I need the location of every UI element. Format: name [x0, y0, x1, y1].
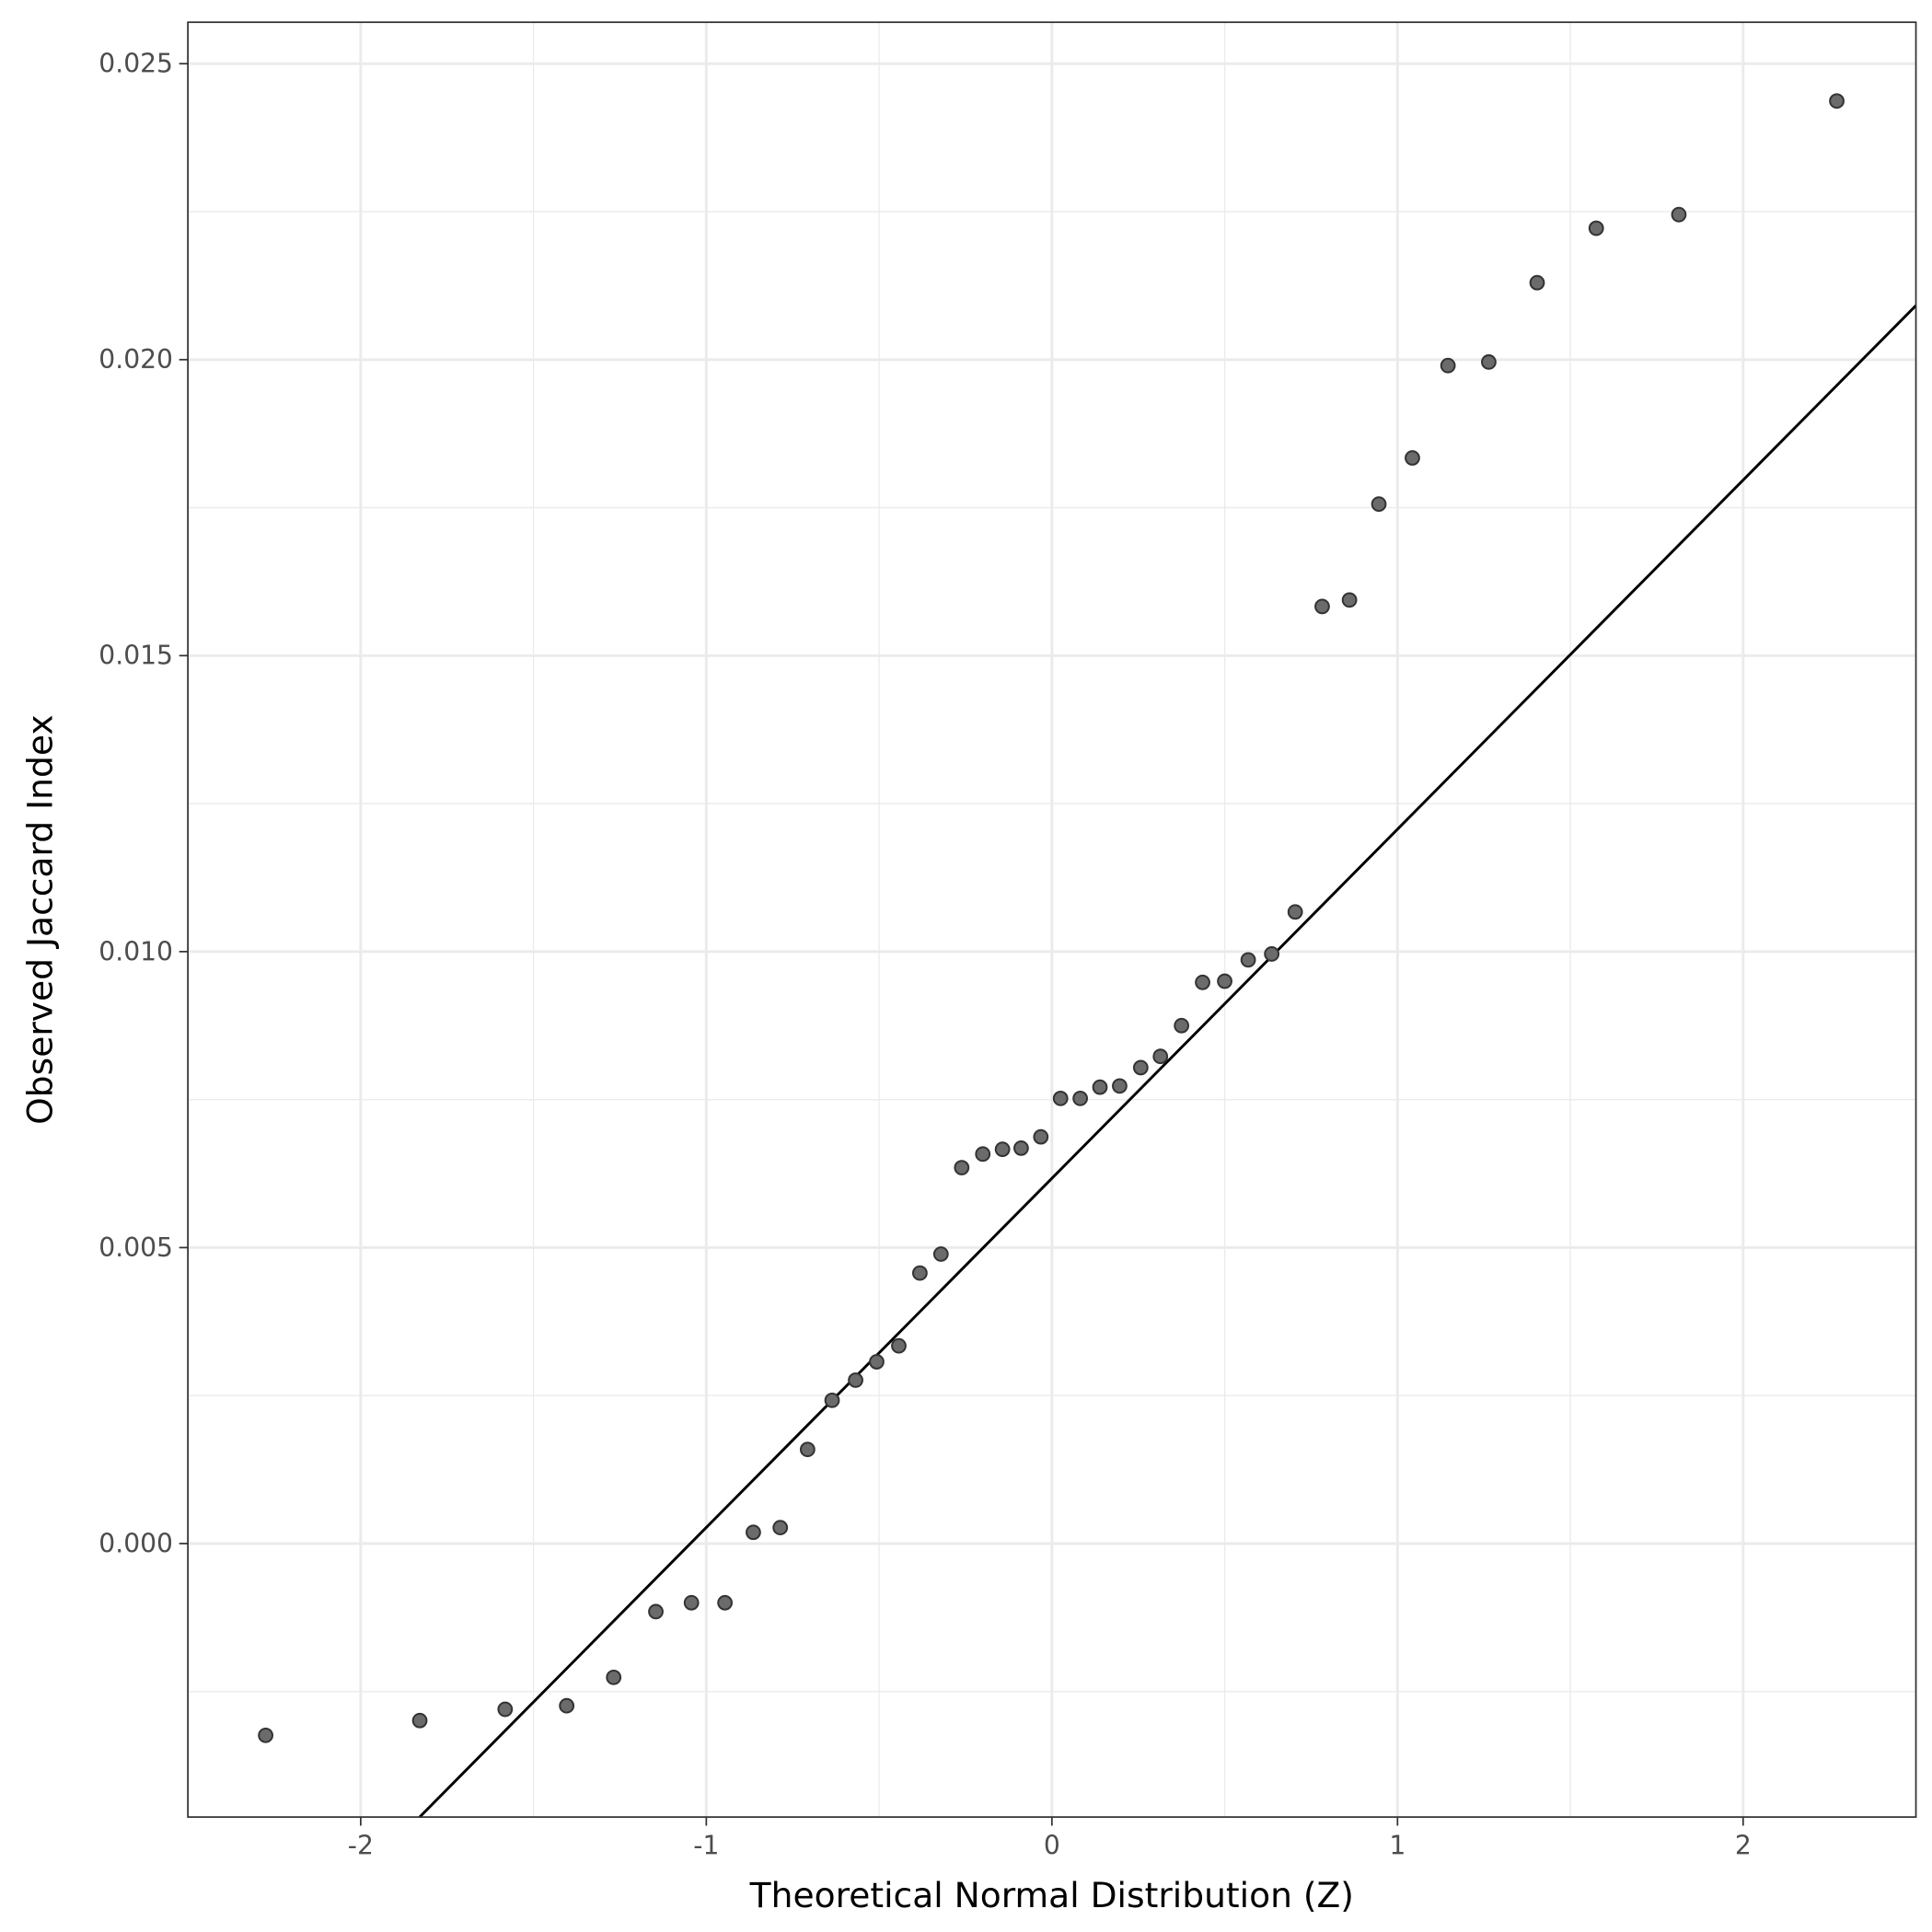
data-point	[824, 1392, 840, 1408]
y-tick-label: 0.005	[98, 1232, 173, 1263]
data-point	[994, 1141, 1011, 1158]
data-point	[746, 1524, 761, 1541]
data-point	[1092, 1079, 1108, 1095]
data-point	[1152, 1048, 1169, 1065]
data-point	[559, 1697, 575, 1714]
data-point	[1671, 206, 1687, 223]
x-tick-label: -2	[348, 1830, 374, 1860]
data-point	[1529, 274, 1545, 291]
data-point	[799, 1441, 816, 1458]
data-point	[912, 1265, 928, 1281]
x-tick-label: -1	[693, 1830, 719, 1860]
data-point	[1033, 1128, 1049, 1145]
data-point	[1072, 1090, 1089, 1106]
y-tick-label: 0.000	[98, 1528, 173, 1558]
reference-line-group	[418, 304, 1917, 1819]
data-point	[772, 1520, 789, 1536]
data-point	[1052, 1090, 1069, 1106]
y-axis: 0.000 0.005 0.010 0.015 0.020 0.025	[98, 49, 189, 1558]
data-point	[258, 1727, 274, 1743]
data-point	[1264, 946, 1280, 962]
data-point	[869, 1354, 885, 1370]
data-point	[1371, 496, 1387, 513]
data-point	[1174, 1017, 1190, 1034]
y-tick-label: 0.020	[98, 344, 173, 375]
data-point	[954, 1160, 970, 1176]
reference-line	[418, 304, 1917, 1819]
data-point	[1588, 220, 1604, 237]
data-point	[1240, 952, 1256, 968]
data-point	[683, 1594, 700, 1611]
x-axis: -2 -1 0 1 2	[348, 1817, 1752, 1860]
points	[258, 93, 1845, 1743]
data-point	[1481, 353, 1497, 370]
data-point	[411, 1712, 428, 1729]
y-tick-label: 0.025	[98, 49, 173, 79]
data-point	[606, 1669, 622, 1685]
data-point	[717, 1594, 734, 1611]
data-point	[891, 1337, 907, 1354]
data-point	[1405, 450, 1420, 466]
data-point	[1112, 1078, 1128, 1094]
data-point	[932, 1246, 949, 1262]
data-point	[1013, 1140, 1029, 1156]
y-tick-label: 0.010	[98, 936, 173, 966]
data-point	[1341, 592, 1358, 608]
data-point	[1829, 93, 1845, 110]
y-axis-title: Observed Jaccard Index	[19, 714, 60, 1124]
x-tick-label: 1	[1389, 1830, 1406, 1860]
data-point	[497, 1701, 514, 1718]
grid	[187, 22, 1916, 1818]
data-point	[648, 1603, 664, 1620]
data-point	[1195, 974, 1210, 990]
x-axis-title: Theoretical Normal Distribution (Z)	[749, 1875, 1354, 1915]
x-tick-label: 2	[1735, 1830, 1752, 1860]
data-point	[1132, 1059, 1149, 1076]
data-point	[1287, 904, 1303, 920]
data-point	[975, 1146, 991, 1163]
x-tick-label: 0	[1044, 1830, 1060, 1860]
data-point	[848, 1372, 863, 1388]
data-point	[1314, 598, 1330, 615]
data-point	[1217, 973, 1232, 989]
y-tick-label: 0.015	[98, 641, 173, 671]
data-point	[1440, 357, 1456, 374]
